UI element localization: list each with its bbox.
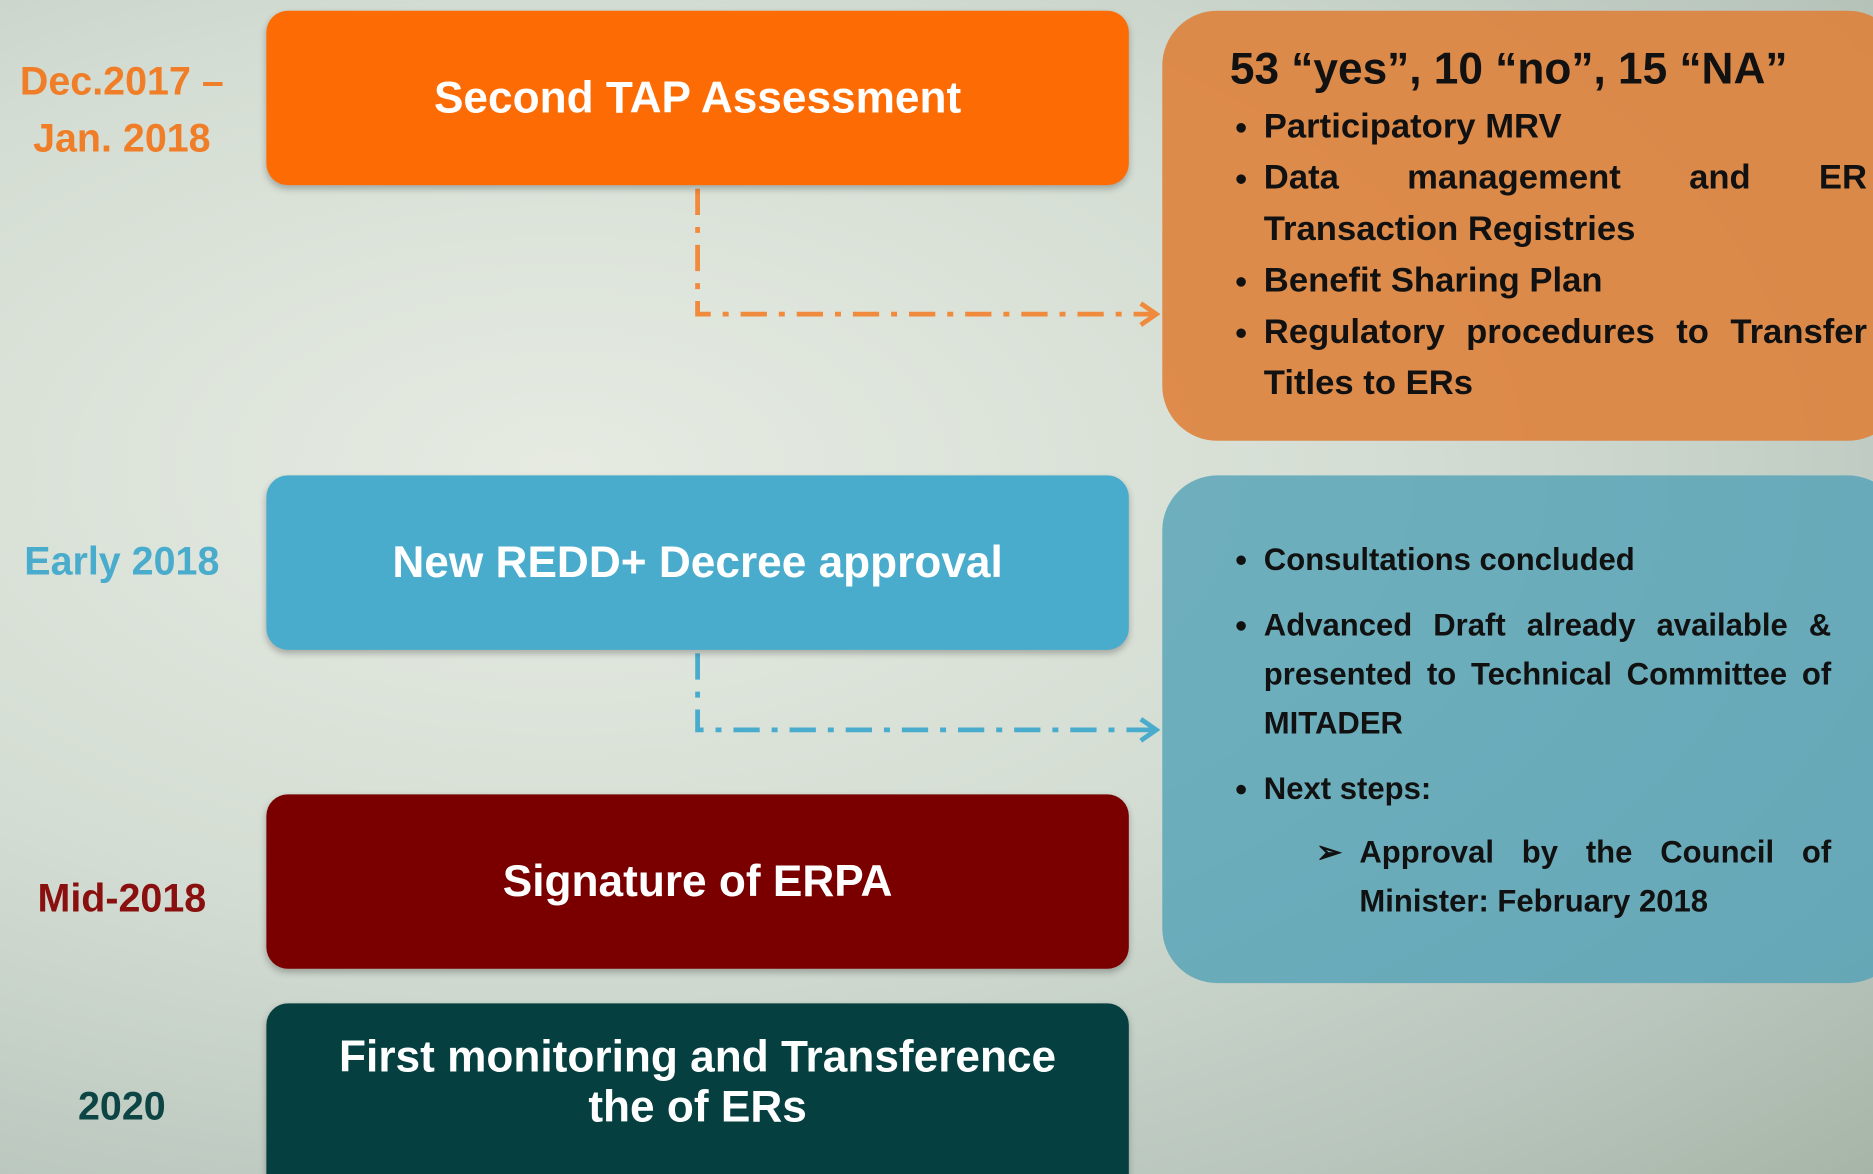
slide: Dec.2017 –Jan. 2018 Early 2018 Mid-2018 …	[0, 0, 1873, 1174]
date: Mid-2018	[0, 870, 244, 927]
bullet: Data management and ER Transaction Regis…	[1264, 153, 1867, 256]
date: Dec.2017 –Jan. 2018	[0, 53, 244, 168]
bullet: Advanced Draft already available & prese…	[1264, 601, 1831, 748]
milestone: Signature of ERPA	[266, 794, 1128, 968]
bullet: Benefit Sharing Plan	[1264, 256, 1867, 307]
bullet-list: Participatory MRV Data management and ER…	[1162, 102, 1873, 410]
bullet: Regulatory procedures to Transfer Titles…	[1264, 307, 1867, 410]
page: Dec.2017 –Jan. 2018 Early 2018 Mid-2018 …	[0, 0, 1873, 1174]
connector	[698, 189, 1153, 314]
bullet: Consultations concluded	[1264, 535, 1831, 584]
bullet-list: Consultations concluded Advanced Draft a…	[1162, 535, 1873, 813]
panel: Consultations concluded Advanced Draft a…	[1162, 475, 1873, 983]
date: 2020	[0, 1077, 244, 1134]
date: Early 2018	[0, 533, 244, 590]
bullet: Next steps:	[1264, 764, 1831, 813]
sub-bullet-list: Approval by the Council of Minister: Feb…	[1162, 828, 1873, 926]
bullet: Participatory MRV	[1264, 102, 1867, 153]
date-line: Jan. 2018	[0, 110, 244, 167]
date-line: Mid-2018	[0, 870, 244, 927]
date-line: 2020	[0, 1077, 244, 1134]
milestone: New REDD+ Decree approval	[266, 475, 1128, 649]
connector	[698, 653, 1153, 729]
sub-bullet: Approval by the Council of Minister: Feb…	[1359, 828, 1831, 926]
date-line: Dec.2017 –	[0, 53, 244, 110]
panel-heading: 53 “yes”, 10 “no”, 15 “NA”	[1162, 11, 1873, 102]
date-line: Early 2018	[0, 533, 244, 590]
milestone: Second TAP Assessment	[266, 11, 1128, 185]
panel: 53 “yes”, 10 “no”, 15 “NA” Participatory…	[1162, 11, 1873, 441]
milestone: First monitoring and Transference the of…	[266, 1003, 1128, 1174]
